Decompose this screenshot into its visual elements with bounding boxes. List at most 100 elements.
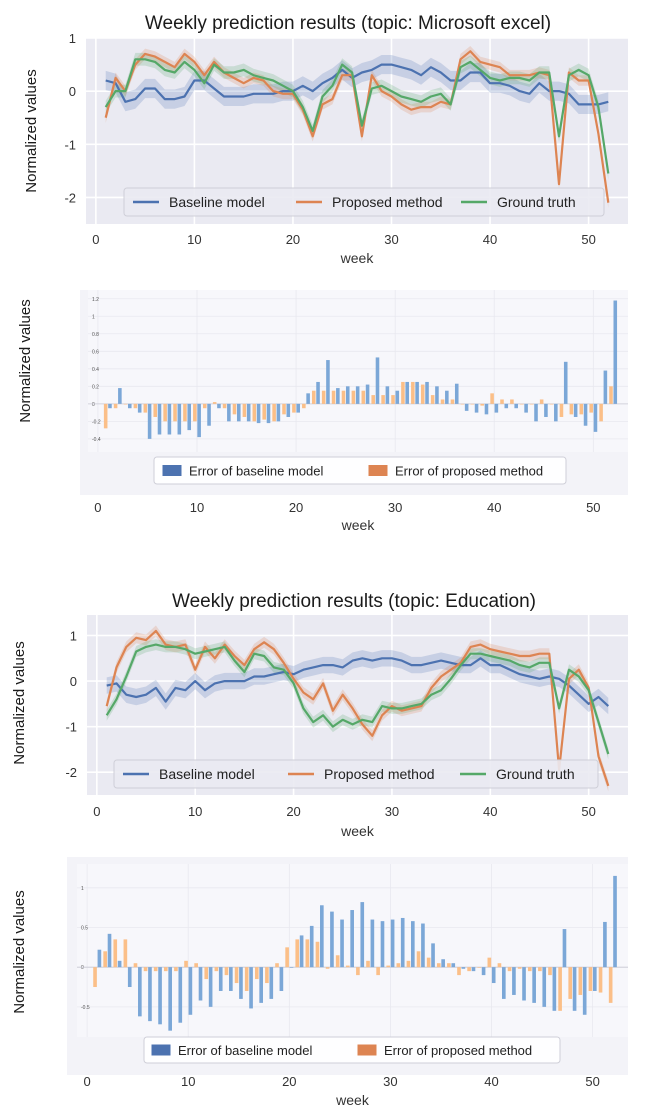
bar (552, 967, 557, 1011)
bar (340, 919, 344, 968)
bar (471, 967, 476, 972)
bar (524, 403, 528, 413)
bar (137, 403, 142, 413)
bar (598, 967, 603, 993)
bar (391, 395, 395, 404)
bar (295, 939, 300, 968)
bar (568, 967, 573, 999)
x-tick-label: 50 (585, 1074, 599, 1089)
bar (157, 403, 162, 435)
bar (262, 403, 266, 420)
y-axis-label: Normalized values (23, 69, 40, 192)
bar (167, 403, 172, 435)
chart-2: 1.2 1 0.8 0.6 0.4 0.2 0 -0.2 -0.4 0 10 20 30 40 50 week… (17, 290, 628, 533)
y-tick-label: -0.4 (92, 437, 101, 443)
x-tick-label: 50 (581, 232, 595, 247)
bar (325, 967, 330, 969)
bar (351, 390, 356, 404)
bar (603, 921, 607, 968)
y-tick-label: -1 (65, 720, 77, 735)
bar (464, 403, 469, 411)
bar (194, 963, 198, 968)
bar (266, 403, 271, 424)
bar (93, 967, 97, 988)
bar (117, 960, 122, 968)
legend: Baseline model Proposed method Ground trut… (123, 187, 605, 217)
bar (582, 967, 587, 1015)
bar (474, 403, 479, 413)
bar (147, 403, 152, 439)
bar (188, 967, 193, 1015)
bar (390, 919, 395, 968)
bar (491, 967, 496, 984)
bar (532, 967, 536, 1003)
bar (309, 925, 314, 968)
bar (411, 921, 415, 968)
bar (401, 381, 405, 404)
bar (542, 967, 547, 1007)
x-tick-label: 10 (188, 804, 202, 819)
legend-box (113, 759, 599, 789)
bar (544, 403, 548, 417)
bar (212, 402, 217, 404)
bar (579, 403, 584, 415)
bar (435, 386, 439, 404)
bar (500, 399, 504, 404)
bar (207, 403, 211, 426)
bar (563, 361, 568, 404)
bar (335, 955, 340, 968)
x-tick-label: 30 (383, 1074, 397, 1089)
bar (447, 963, 451, 968)
bar (345, 965, 350, 968)
bar (289, 967, 294, 968)
bar (460, 403, 465, 405)
series-line (104, 58, 610, 174)
bar (361, 390, 366, 404)
legend: Baseline model Proposed method Ground trut… (113, 759, 599, 789)
bar (356, 967, 360, 976)
bar (113, 403, 118, 409)
bar (133, 963, 138, 968)
bar (454, 383, 459, 404)
bar (461, 967, 466, 969)
confidence-band (105, 55, 609, 114)
legend-swatch (357, 1044, 377, 1056)
x-tick-label: 20 (289, 500, 303, 515)
x-tick-label: 30 (385, 804, 399, 819)
y-tick-label: 1 (92, 314, 95, 320)
bar (193, 403, 197, 422)
bar (350, 910, 354, 968)
bar (396, 963, 401, 968)
y-tick-label: 0.6 (92, 349, 99, 355)
bar (217, 403, 221, 409)
bar (510, 399, 514, 404)
y-tick-label: -2 (64, 190, 76, 205)
bar (484, 403, 489, 415)
bar (282, 403, 286, 415)
y-tick-label: -0.5 (81, 1005, 90, 1011)
legend-label: Baseline model (159, 766, 255, 782)
bar (285, 947, 289, 968)
x-axis-label: week (335, 1092, 370, 1108)
bar (603, 370, 608, 404)
x-axis-label: week (340, 823, 375, 839)
bar (381, 395, 385, 404)
bar (143, 403, 148, 413)
bar (320, 905, 324, 968)
legend-label: Ground truth (496, 766, 575, 782)
bar (406, 960, 411, 968)
x-tick-label: 0 (94, 500, 101, 515)
bar (522, 967, 526, 1001)
bar (316, 381, 320, 404)
y-tick-label: -0.2 (92, 419, 101, 425)
bar (395, 390, 400, 404)
bar (123, 403, 128, 405)
bar (490, 393, 494, 404)
x-tick-label: 0 (93, 804, 100, 819)
legend-label: Error of proposed method (384, 1043, 532, 1058)
bar (512, 967, 516, 995)
bar (127, 967, 132, 988)
bar (365, 384, 370, 404)
bar (436, 963, 441, 968)
bar (296, 403, 300, 413)
